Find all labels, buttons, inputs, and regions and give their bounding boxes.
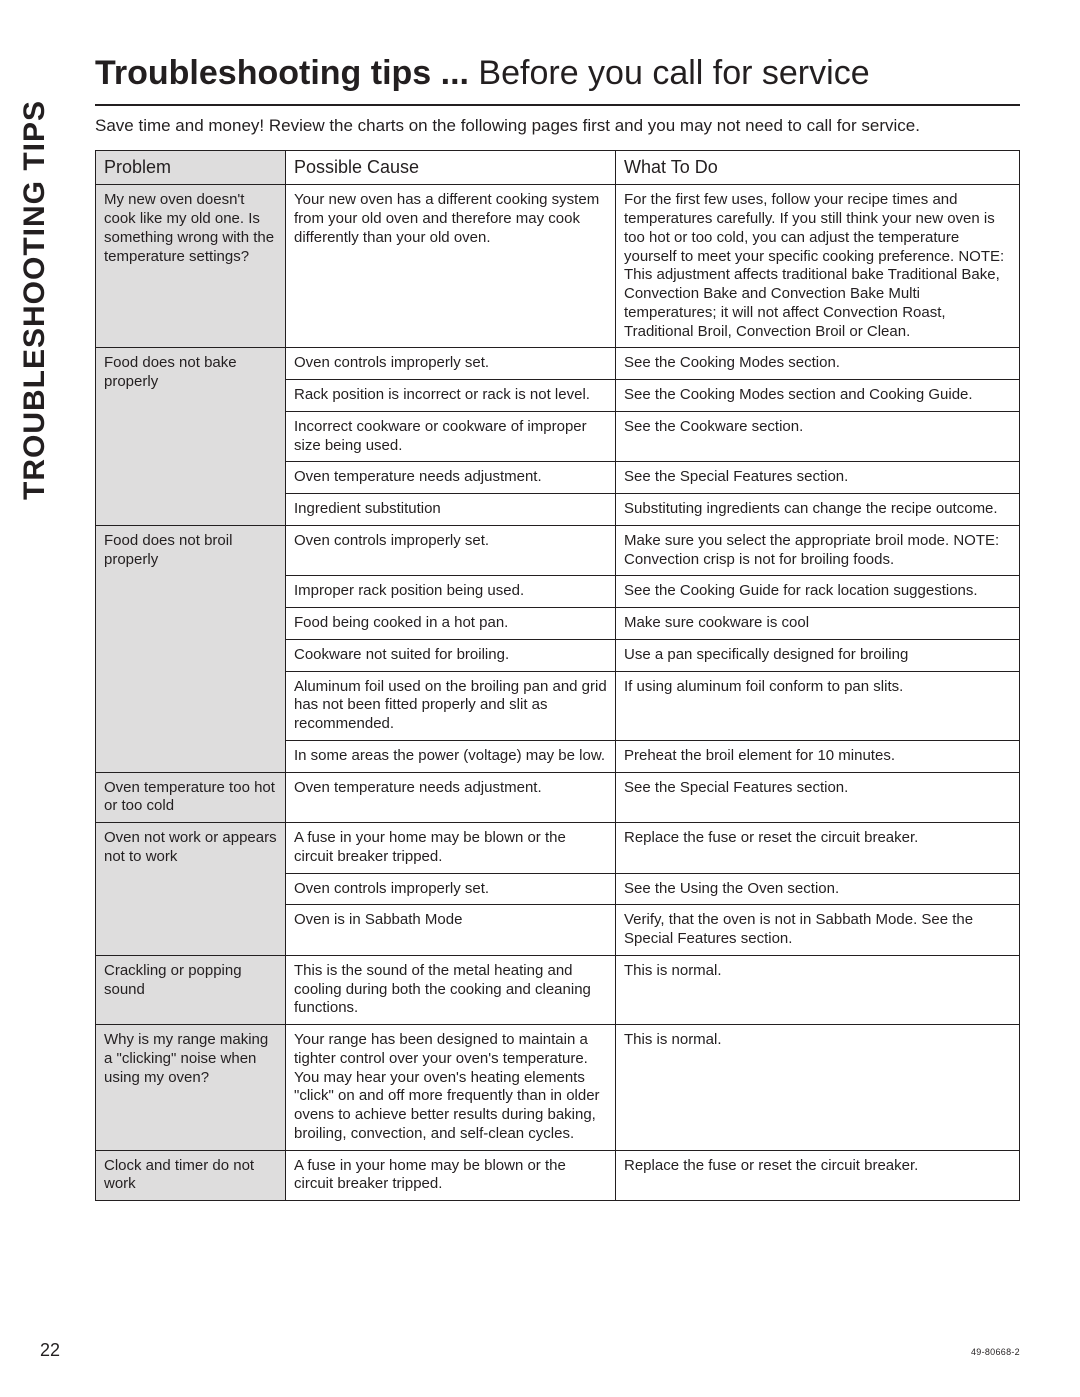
table-row: Crackling or popping sound This is the s… xyxy=(96,955,1020,1024)
cell-todo: Preheat the broil element for 10 minutes… xyxy=(616,740,1020,772)
cell-problem: Food does not bake properly xyxy=(96,348,286,526)
headline-light: Before you call for service xyxy=(469,54,870,92)
cell-problem: Clock and timer do not work xyxy=(96,1150,286,1201)
table-row: Why is my range making a "clicking" nois… xyxy=(96,1025,1020,1151)
cell-cause: Incorrect cookware or cookware of improp… xyxy=(286,411,616,462)
page-title: Troubleshooting tips ... Before you call… xyxy=(95,55,1020,92)
cell-todo: Substituting ingredients can change the … xyxy=(616,494,1020,526)
cell-cause: Aluminum foil used on the broiling pan a… xyxy=(286,671,616,740)
table-row: My new oven doesn't cook like my old one… xyxy=(96,185,1020,348)
cell-todo: See the Special Features section. xyxy=(616,772,1020,823)
cell-cause: Oven is in Sabbath Mode xyxy=(286,905,616,956)
table-row: Oven not work or appears not to work A f… xyxy=(96,823,1020,874)
cell-cause: Oven controls improperly set. xyxy=(286,873,616,905)
cell-problem: Oven not work or appears not to work xyxy=(96,823,286,956)
cell-cause: A fuse in your home may be blown or the … xyxy=(286,1150,616,1201)
divider xyxy=(95,104,1020,106)
page: TROUBLESHOOTING TIPS Troubleshooting tip… xyxy=(0,0,1080,1397)
table-header-row: Problem Possible Cause What To Do xyxy=(96,151,1020,185)
cell-problem: Oven temperature too hot or too cold xyxy=(96,772,286,823)
cell-todo: This is normal. xyxy=(616,955,1020,1024)
cell-cause: This is the sound of the metal heating a… xyxy=(286,955,616,1024)
cell-todo: Replace the fuse or reset the circuit br… xyxy=(616,823,1020,874)
cell-todo: For the first few uses, follow your reci… xyxy=(616,185,1020,348)
cell-cause: Your new oven has a different cooking sy… xyxy=(286,185,616,348)
cell-todo: Verify, that the oven is not in Sabbath … xyxy=(616,905,1020,956)
content-area: Troubleshooting tips ... Before you call… xyxy=(95,55,1020,1201)
page-number: 22 xyxy=(40,1340,60,1361)
cell-cause: Cookware not suited for broiling. xyxy=(286,639,616,671)
cell-problem: My new oven doesn't cook like my old one… xyxy=(96,185,286,348)
cell-cause: Oven controls improperly set. xyxy=(286,348,616,380)
cell-todo: Replace the fuse or reset the circuit br… xyxy=(616,1150,1020,1201)
table-row: Clock and timer do not work A fuse in yo… xyxy=(96,1150,1020,1201)
header-cause: Possible Cause xyxy=(286,151,616,185)
cell-cause: Your range has been designed to maintain… xyxy=(286,1025,616,1151)
cell-cause: In some areas the power (voltage) may be… xyxy=(286,740,616,772)
header-todo: What To Do xyxy=(616,151,1020,185)
side-label: TROUBLESHOOTING TIPS xyxy=(18,100,52,500)
cell-todo: See the Special Features section. xyxy=(616,462,1020,494)
cell-cause: Oven controls improperly set. xyxy=(286,525,616,576)
cell-todo: Use a pan specifically designed for broi… xyxy=(616,639,1020,671)
cell-todo: Make sure you select the appropriate bro… xyxy=(616,525,1020,576)
cell-problem: Food does not broil properly xyxy=(96,525,286,772)
cell-todo: See the Cooking Guide for rack location … xyxy=(616,576,1020,608)
header-problem: Problem xyxy=(96,151,286,185)
table-row: Food does not bake properly Oven control… xyxy=(96,348,1020,380)
intro-text: Save time and money! Review the charts o… xyxy=(95,116,1020,136)
cell-problem: Crackling or popping sound xyxy=(96,955,286,1024)
cell-cause: Oven temperature needs adjustment. xyxy=(286,772,616,823)
cell-cause: Food being cooked in a hot pan. xyxy=(286,608,616,640)
cell-todo: See the Cookware section. xyxy=(616,411,1020,462)
cell-cause: Oven temperature needs adjustment. xyxy=(286,462,616,494)
cell-cause: A fuse in your home may be blown or the … xyxy=(286,823,616,874)
cell-todo: See the Using the Oven section. xyxy=(616,873,1020,905)
cell-todo: See the Cooking Modes section and Cookin… xyxy=(616,380,1020,412)
cell-todo: Make sure cookware is cool xyxy=(616,608,1020,640)
cell-cause: Improper rack position being used. xyxy=(286,576,616,608)
table-row: Food does not broil properly Oven contro… xyxy=(96,525,1020,576)
cell-todo: If using aluminum foil conform to pan sl… xyxy=(616,671,1020,740)
cell-cause: Rack position is incorrect or rack is no… xyxy=(286,380,616,412)
cell-todo: See the Cooking Modes section. xyxy=(616,348,1020,380)
doc-ref: 49-80668-2 xyxy=(971,1347,1020,1357)
cell-cause: Ingredient substitution xyxy=(286,494,616,526)
cell-todo: This is normal. xyxy=(616,1025,1020,1151)
headline-bold: Troubleshooting tips ... xyxy=(95,54,469,92)
table-row: Oven temperature too hot or too cold Ove… xyxy=(96,772,1020,823)
cell-problem: Why is my range making a "clicking" nois… xyxy=(96,1025,286,1151)
troubleshooting-table: Problem Possible Cause What To Do My new… xyxy=(95,150,1020,1201)
